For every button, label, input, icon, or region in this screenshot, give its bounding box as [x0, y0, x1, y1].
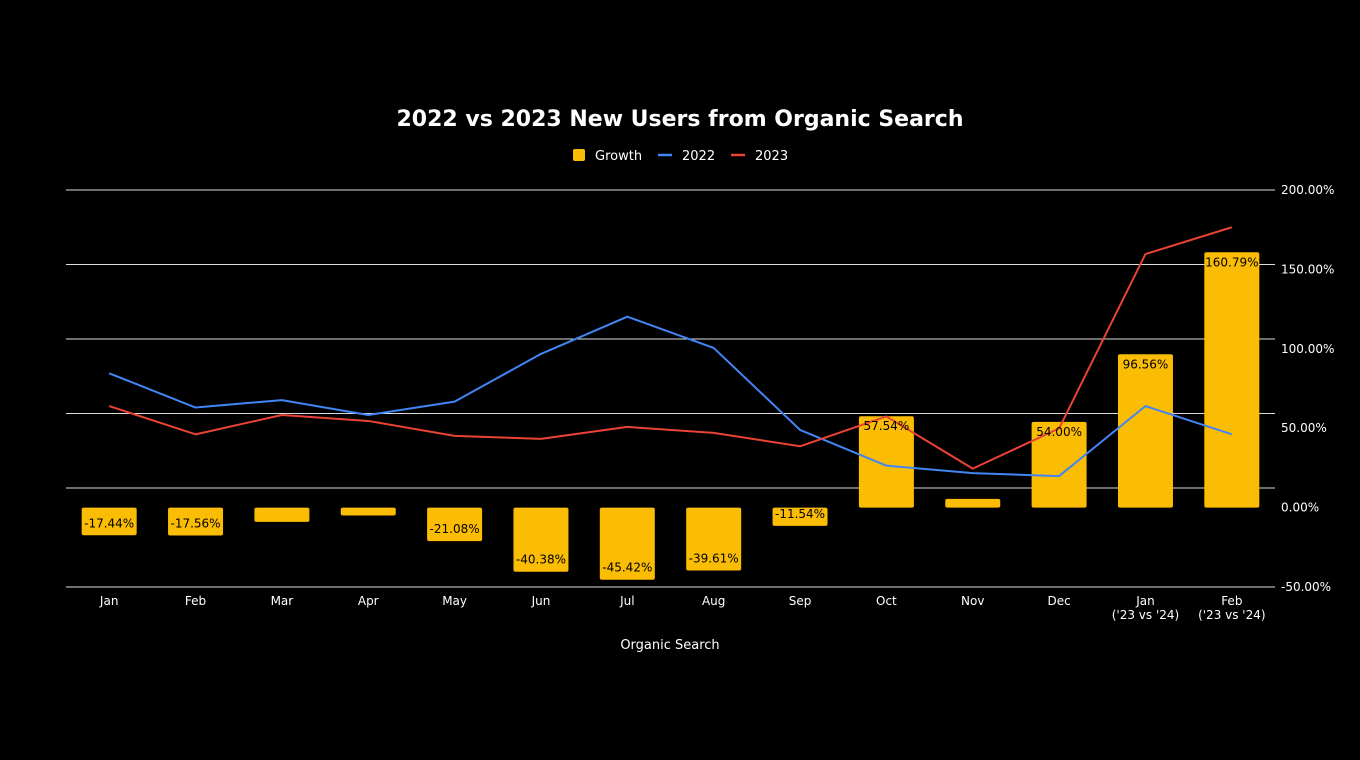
bar-label: 96.56% [1123, 357, 1169, 371]
x-tick-label: May [442, 594, 467, 608]
bar-label: -11.54% [775, 507, 825, 521]
legend: Growth 2022 2023 [573, 149, 788, 164]
x-tick-label: Aug [702, 594, 725, 608]
bar-10 [858, 416, 914, 508]
y-tick-label: 200.00% [1281, 183, 1334, 197]
x-tick-label: Jun [531, 594, 551, 608]
bar-3 [254, 507, 310, 522]
bar-6 [513, 507, 569, 572]
bar-14 [1204, 252, 1260, 508]
line-2023 [108, 226, 1233, 470]
bar-label: -21.08% [430, 522, 480, 536]
bars [81, 252, 1260, 580]
bar-1 [81, 507, 137, 536]
x-tick-label: Jan [99, 594, 119, 608]
gridlines [66, 189, 1275, 588]
bar-8 [686, 507, 742, 571]
bar-label: -17.44% [84, 516, 134, 530]
legend-swatch-Growth [573, 149, 585, 161]
bar-labels: -17.44% -17.56% -21.08% -40.38% -45.42% -39.6… [84, 255, 1258, 574]
bar-12 [1031, 421, 1087, 508]
y-tick-label: 50.00% [1281, 421, 1327, 435]
x-tick-label: Sep [789, 594, 812, 608]
legend-label: Growth [595, 149, 642, 164]
x-tick-label: Oct [876, 594, 897, 608]
x-axis-title: Organic Search [620, 638, 719, 653]
bar-label: -40.38% [516, 553, 566, 567]
bar-5 [427, 507, 483, 542]
x-tick-label: Mar [271, 594, 294, 608]
x-tick-label: Apr [358, 594, 379, 608]
chart-title: 2022 vs 2023 New Users from Organic Sear… [396, 107, 963, 132]
x-tick-label: Feb [185, 594, 206, 608]
bar-13 [1117, 354, 1173, 508]
x-axis: Jan Feb Mar Apr May Jun Jul Aug Sep Oct Nov Dec Jan(… [99, 594, 1266, 622]
x-tick-label: Jul [619, 594, 634, 608]
bar-2 [168, 507, 224, 536]
legend-label: 2022 [682, 149, 715, 164]
bar-label: 57.54% [864, 419, 910, 433]
x-tick-label: Feb ('23 vs '24) [1198, 594, 1265, 622]
y-tick-label: 150.00% [1281, 262, 1334, 276]
bar-label: 160.79% [1205, 255, 1258, 269]
x-tick-label: Nov [961, 594, 984, 608]
y-tick-label: -50.00% [1281, 580, 1331, 594]
bar-4 [340, 507, 396, 516]
bar-label: 54.00% [1036, 425, 1082, 439]
legend-label: 2023 [755, 149, 788, 164]
bar-7 [599, 507, 655, 580]
x-tick-label: Dec [1047, 594, 1070, 608]
bar-label: -39.61% [689, 552, 739, 566]
bar-label: -45.42% [602, 561, 652, 575]
x-tick-label: Jan ('23 vs '24) [1112, 594, 1179, 622]
lines [108, 226, 1233, 478]
line-2022 [108, 315, 1233, 478]
bar-9 [772, 507, 828, 526]
y-tick-label: 0.00% [1281, 501, 1319, 515]
y-axis-right: -50.00% 0.00% 50.00% 100.00% 150.00% 200.00% [1281, 183, 1334, 594]
bar-label: -17.56% [170, 516, 220, 530]
y-tick-label: 100.00% [1281, 342, 1334, 356]
bar-11 [945, 498, 1001, 508]
